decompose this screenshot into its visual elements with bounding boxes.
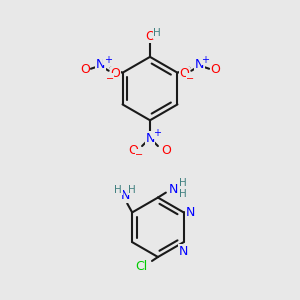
Text: N: N [179,244,188,258]
Text: N: N [96,58,105,71]
Text: O: O [161,143,171,157]
Text: +: + [201,55,209,65]
Text: N: N [121,189,130,202]
Text: −: − [106,74,114,84]
Text: H: H [179,178,187,188]
Text: H: H [153,28,161,38]
Text: −: − [135,150,143,160]
Text: O: O [128,143,138,157]
Text: N: N [145,132,155,145]
Text: O: O [80,63,90,76]
Text: H: H [128,184,136,195]
Text: O: O [145,30,155,43]
Text: H: H [114,184,122,195]
Text: +: + [104,55,112,65]
Text: O: O [210,63,220,76]
Text: N: N [186,206,195,219]
Text: Cl: Cl [135,260,147,273]
Text: H: H [179,189,187,199]
Text: O: O [111,67,121,80]
Text: −: − [186,74,194,84]
Text: N: N [195,58,204,71]
Text: N: N [169,183,178,196]
Text: +: + [153,128,161,138]
Text: O: O [179,67,189,80]
